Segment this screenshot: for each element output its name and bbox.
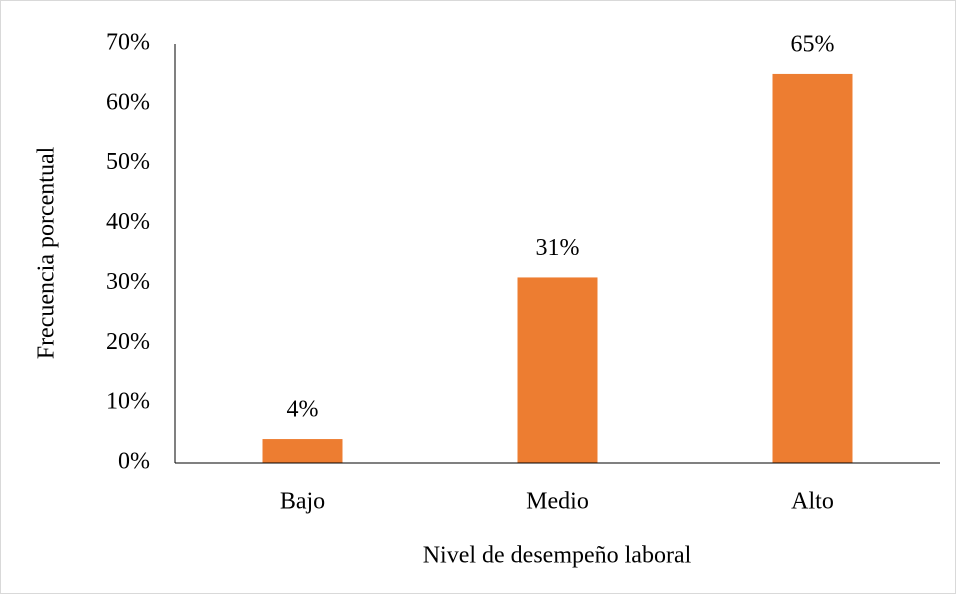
- bar: [517, 277, 598, 463]
- y-tick-label: 50%: [106, 149, 150, 175]
- y-tick-label: 60%: [106, 89, 150, 115]
- data-label: 31%: [536, 235, 580, 261]
- x-tick-label: Bajo: [280, 489, 325, 515]
- x-tick-label: Medio: [526, 489, 589, 515]
- y-tick-label: 70%: [106, 30, 150, 56]
- bar: [262, 439, 343, 463]
- y-axis-title: Frecuencia porcentual: [34, 146, 60, 359]
- x-tick-label: Alto: [791, 489, 834, 515]
- y-tick-label: 30%: [106, 269, 150, 295]
- data-label: 4%: [287, 397, 319, 423]
- x-axis-title: Nivel de desempeño laboral: [423, 543, 692, 569]
- y-tick-label: 40%: [106, 209, 150, 235]
- bar: [772, 73, 853, 463]
- y-tick-label: 10%: [106, 389, 150, 415]
- y-tick-label: 0%: [118, 449, 150, 475]
- data-label: 65%: [791, 31, 835, 57]
- y-tick-label: 20%: [106, 329, 150, 355]
